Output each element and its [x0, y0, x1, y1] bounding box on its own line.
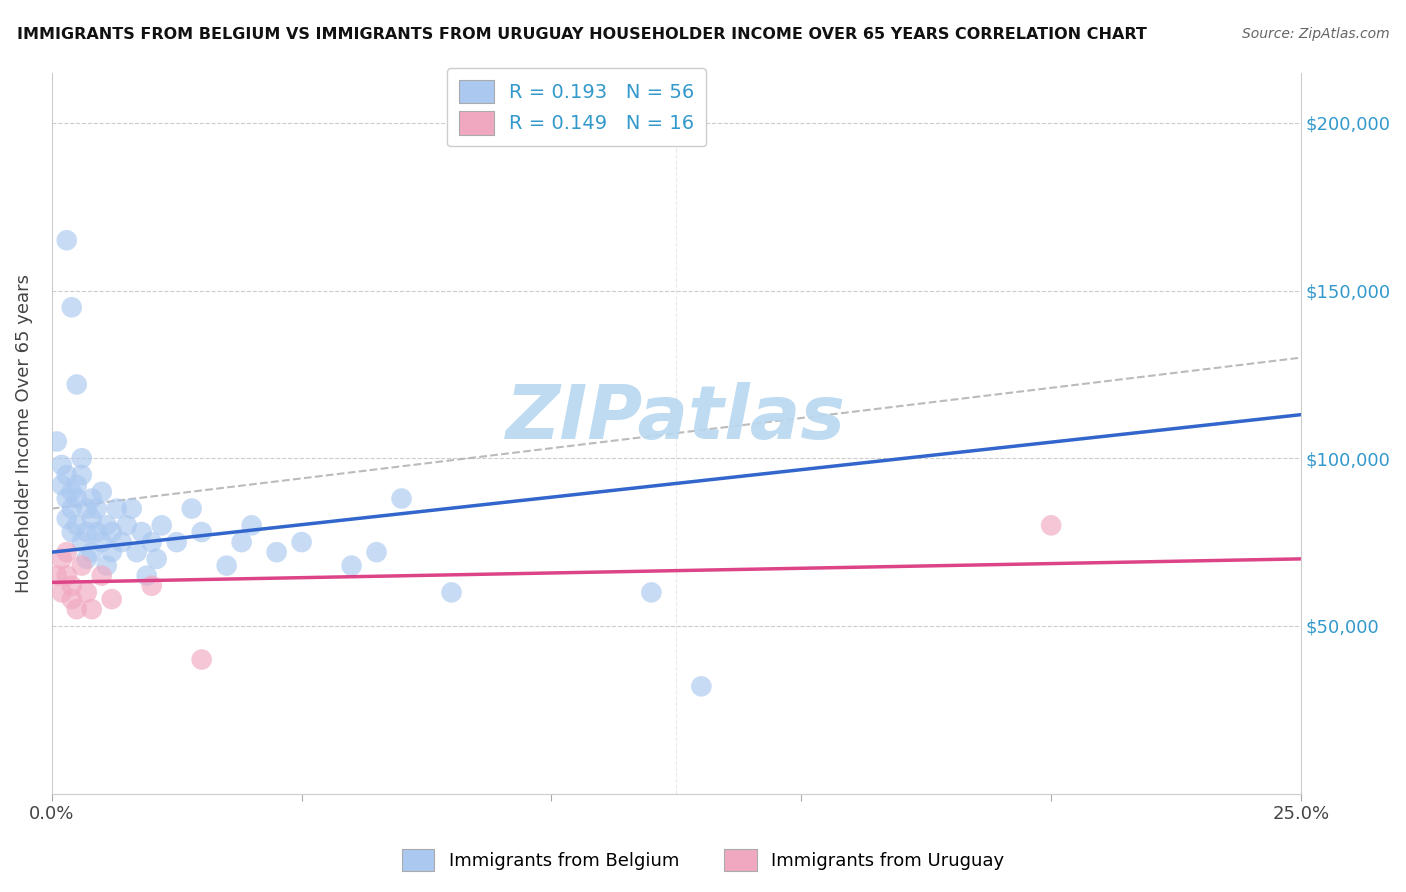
Point	[76, 585, 98, 599]
Point	[1040, 518, 1063, 533]
Text: ZIPatlas: ZIPatlas	[506, 382, 846, 455]
Point	[55, 511, 77, 525]
Point	[96, 518, 118, 533]
Point	[141, 579, 163, 593]
Point	[76, 501, 98, 516]
Point	[66, 478, 89, 492]
Point	[690, 679, 713, 693]
Point	[60, 592, 83, 607]
Point	[70, 451, 93, 466]
Point	[60, 524, 83, 539]
Point	[100, 524, 122, 539]
Point	[100, 545, 122, 559]
Point	[125, 545, 148, 559]
Point	[76, 552, 98, 566]
Point	[80, 545, 103, 559]
Point	[131, 524, 153, 539]
Point	[51, 478, 73, 492]
Point	[180, 501, 202, 516]
Point	[150, 518, 173, 533]
Point	[60, 579, 83, 593]
Point	[80, 602, 103, 616]
Point	[66, 518, 89, 533]
Point	[440, 585, 463, 599]
Point	[340, 558, 363, 573]
Point	[55, 468, 77, 483]
Point	[115, 518, 138, 533]
Point	[55, 568, 77, 582]
Point	[55, 491, 77, 506]
Text: Source: ZipAtlas.com: Source: ZipAtlas.com	[1241, 27, 1389, 41]
Point	[141, 535, 163, 549]
Point	[391, 491, 413, 506]
Point	[105, 501, 128, 516]
Point	[90, 535, 112, 549]
Point	[366, 545, 388, 559]
Point	[640, 585, 662, 599]
Point	[190, 652, 212, 666]
Point	[66, 377, 89, 392]
Point	[51, 458, 73, 472]
Point	[90, 568, 112, 582]
Point	[90, 484, 112, 499]
Point	[145, 552, 167, 566]
Point	[66, 602, 89, 616]
Text: IMMIGRANTS FROM BELGIUM VS IMMIGRANTS FROM URUGUAY HOUSEHOLDER INCOME OVER 65 YE: IMMIGRANTS FROM BELGIUM VS IMMIGRANTS FR…	[17, 27, 1147, 42]
Point	[70, 468, 93, 483]
Point	[135, 568, 157, 582]
Point	[291, 535, 314, 549]
Point	[70, 558, 93, 573]
Point	[66, 491, 89, 506]
Point	[80, 511, 103, 525]
Point	[240, 518, 263, 533]
Point	[51, 552, 73, 566]
Point	[60, 501, 83, 516]
Point	[100, 592, 122, 607]
Point	[231, 535, 253, 549]
Point	[70, 535, 93, 549]
Point	[86, 501, 108, 516]
Point	[80, 491, 103, 506]
Point	[96, 558, 118, 573]
Legend: Immigrants from Belgium, Immigrants from Uruguay: Immigrants from Belgium, Immigrants from…	[395, 842, 1011, 879]
Point	[45, 568, 67, 582]
Point	[55, 545, 77, 559]
Point	[45, 434, 67, 449]
Point	[86, 524, 108, 539]
Legend: R = 0.193   N = 56, R = 0.149   N = 16: R = 0.193 N = 56, R = 0.149 N = 16	[447, 68, 706, 146]
Point	[121, 501, 143, 516]
Point	[76, 524, 98, 539]
Y-axis label: Householder Income Over 65 years: Householder Income Over 65 years	[15, 274, 32, 592]
Point	[266, 545, 288, 559]
Point	[60, 484, 83, 499]
Point	[215, 558, 238, 573]
Point	[166, 535, 188, 549]
Point	[55, 233, 77, 247]
Point	[111, 535, 134, 549]
Point	[190, 524, 212, 539]
Point	[51, 585, 73, 599]
Point	[60, 301, 83, 315]
